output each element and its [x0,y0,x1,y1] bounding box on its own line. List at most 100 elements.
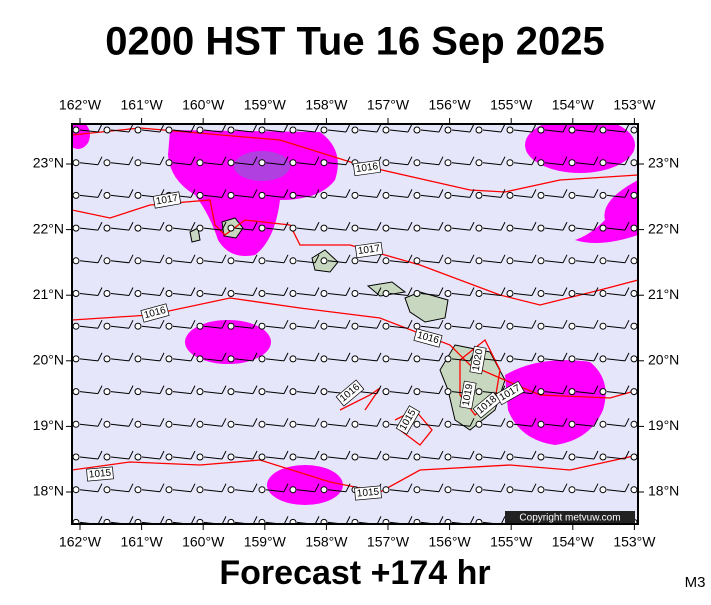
barb-staff [265,293,285,296]
lat-label-right: 19°N [648,417,679,433]
barb-staff [451,358,471,362]
barb-flag [438,287,444,296]
barb-station [72,126,80,134]
barb-staff [327,129,347,133]
barb-station [568,257,576,265]
barb-flag [438,319,444,329]
barb-flag [345,418,351,427]
barb-flag [159,352,165,362]
barb-staff [606,358,626,362]
barb-staff [234,489,254,493]
barb-staff [544,129,564,133]
barb-flag [500,352,506,362]
barb-flag [593,221,599,231]
barb-staff [203,194,223,198]
barb-station [320,486,328,494]
barb-station [599,257,607,265]
barb-staff [606,293,626,296]
barb-staff [203,423,223,427]
barb-staff [420,227,440,231]
barb-station [196,355,204,363]
barb-station [506,126,514,134]
barb-flag [283,221,289,231]
barb-flag [283,124,289,133]
barb-station [196,322,204,330]
isobar-label-box [152,191,182,209]
barb-station [382,486,390,494]
barb-flag [438,156,444,165]
barb-station [289,290,297,297]
barb-staff [575,260,595,264]
barb-staff [513,129,533,133]
barb-flag [500,221,506,231]
barb-station [630,257,638,265]
barb-flag [128,319,134,329]
barb-staff [79,162,99,166]
model-label: M3 [685,574,706,591]
barb-flag [407,352,413,362]
barb-flag [345,254,351,264]
barb-station [599,388,607,396]
barb-station [227,126,235,134]
barb-staff [606,194,626,198]
barb-flag [314,319,320,329]
barb-station [444,453,452,461]
barb-staff [575,162,595,166]
barb-flag [128,385,134,394]
barb-station [258,191,266,199]
barb-staff [296,194,316,198]
barb-flag [159,418,165,427]
barb-station [599,224,607,232]
barb-flag [97,189,103,198]
barb-station [134,518,142,524]
barb-staff [79,489,99,493]
barb-staff [389,260,409,264]
barb-station [289,126,297,134]
isobar-label-box [413,328,443,348]
barb-staff [79,293,99,296]
barb-station [72,388,80,396]
barb-staff [296,489,316,493]
barb-station [320,126,328,134]
barb-flag [531,156,537,165]
barb-staff [327,489,347,493]
barb-flag [593,189,599,198]
barb-staff [296,423,316,427]
barb-station [258,290,266,297]
barb-flag [438,124,444,133]
barb-station [227,224,235,232]
barb-flag [438,418,444,427]
barb-staff [544,456,564,460]
barb-staff [234,260,254,264]
barb-staff [265,162,285,166]
barb-staff [265,423,285,427]
barb-flag [314,287,320,296]
barb-staff [420,194,440,198]
barb-station [320,322,328,330]
lon-label-bottom: 162°W [59,534,102,550]
barb-flag [593,319,599,329]
barb-staff [358,391,378,395]
barb-station [351,191,359,199]
barb-staff [265,456,285,460]
barb-station [444,355,452,363]
barb-staff [141,423,161,427]
barb-flag [128,156,134,165]
barb-flag [562,189,568,198]
barb-staff [172,423,192,427]
barb-flag [345,156,351,165]
barb-station [630,453,638,461]
barb-station [537,453,545,461]
barb-station [320,191,328,199]
barb-station [103,126,111,134]
barb-station [134,388,142,396]
barb-station [289,191,297,199]
barb-staff [544,423,564,427]
barb-station [444,290,452,297]
barb-flag [469,124,475,133]
barb-station [599,420,607,428]
copyright-box [505,511,635,524]
barb-staff [203,325,223,329]
barb-station [320,355,328,363]
barb-staff [420,129,440,133]
